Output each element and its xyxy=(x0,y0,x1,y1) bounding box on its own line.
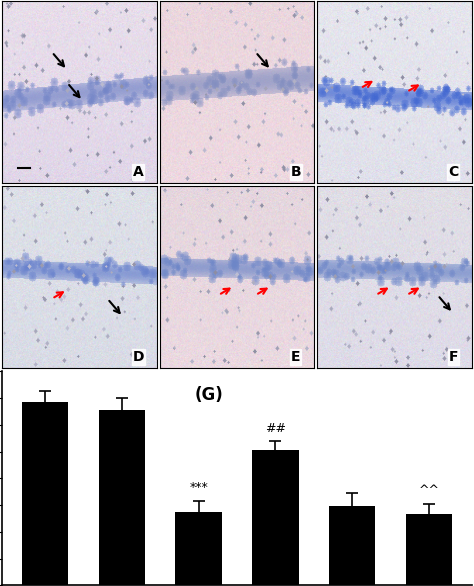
Text: C: C xyxy=(448,165,458,179)
Bar xyxy=(329,506,375,585)
Bar xyxy=(252,450,299,585)
Bar xyxy=(175,512,222,585)
Text: B: B xyxy=(291,165,301,179)
Text: A: A xyxy=(133,165,144,179)
Text: ##: ## xyxy=(265,423,286,435)
Text: E: E xyxy=(291,350,301,364)
Bar xyxy=(406,515,452,585)
Bar xyxy=(22,402,68,585)
Bar xyxy=(99,410,145,585)
Text: F: F xyxy=(448,350,458,364)
Text: ***: *** xyxy=(189,481,208,495)
Text: D: D xyxy=(133,350,144,364)
Text: ^^: ^^ xyxy=(419,484,440,497)
Text: (G): (G) xyxy=(195,386,224,404)
